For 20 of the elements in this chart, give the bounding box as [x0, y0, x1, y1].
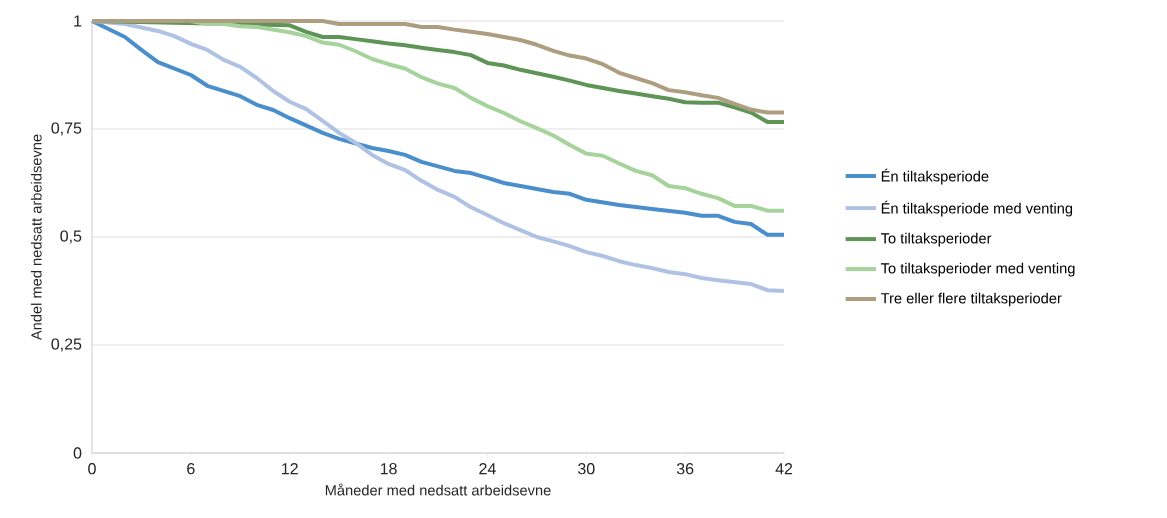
legend-label: Én tiltaksperiode [881, 168, 989, 185]
y-axis-title: Andel med nedsatt arbeidsevne [30, 134, 42, 341]
x-axis-title: Måneder med nedsatt arbeidsevne [325, 483, 551, 496]
y-tick-label: 1 [74, 15, 82, 27]
y-tick-label: 0,5 [60, 230, 82, 244]
legend-label: To tiltaksperioder [880, 232, 992, 247]
x-tick-label: 18 [380, 463, 397, 475]
x-tick-label: 0 [88, 463, 96, 475]
y-tick-label: 0,75 [51, 122, 82, 136]
legend-label: Én tiltaksperiode med venting [881, 200, 1073, 217]
legend-label: Tre eller flere tiltaksperioder [880, 292, 1062, 307]
x-tick-label: 24 [479, 463, 496, 475]
x-tick-label: 42 [775, 463, 793, 475]
x-tick-label: 36 [676, 463, 694, 475]
legend-label: To tiltaksperioder med venting [880, 262, 1075, 277]
x-tick-label: 6 [187, 463, 195, 475]
x-tick-label: 12 [282, 463, 298, 475]
y-tick-label: 0 [73, 447, 82, 459]
y-tick-label: 0,25 [51, 338, 82, 352]
x-tick-label: 30 [578, 463, 595, 475]
